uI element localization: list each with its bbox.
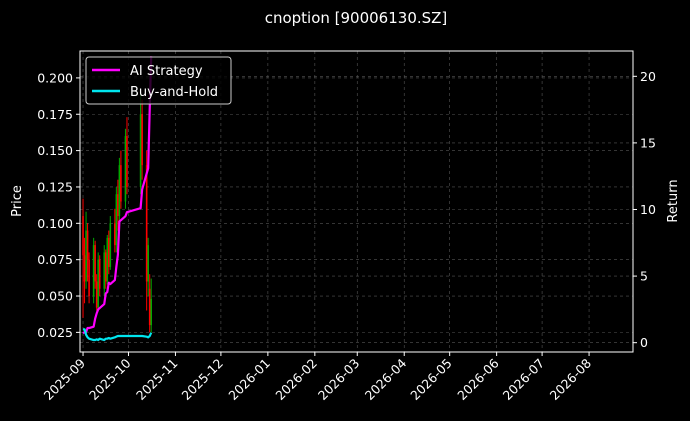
candle-body	[82, 216, 84, 256]
series-line-buy-and-hold	[83, 328, 153, 342]
y-right-tick-label: 20	[640, 69, 656, 84]
candle-body	[109, 223, 112, 267]
series-line-ai-strategy	[82, 56, 153, 335]
candle-body	[103, 252, 106, 289]
legend-label-buy-and-hold: Buy-and-Hold	[130, 85, 218, 100]
candle-body	[86, 230, 89, 260]
candle-body	[98, 259, 101, 289]
candles	[82, 92, 153, 333]
y-left-tick-label: 0.050	[37, 289, 73, 304]
y-left-tick-label: 0.125	[37, 179, 73, 194]
candle-body	[85, 230, 87, 282]
candle-body	[117, 194, 119, 217]
y-left-tick-label: 0.150	[37, 143, 73, 158]
legend-label-ai-strategy: AI Strategy	[130, 64, 203, 79]
candle-body	[104, 252, 107, 282]
candle-body	[92, 245, 95, 297]
candle-body	[83, 255, 86, 282]
candle-body	[114, 223, 116, 246]
y-right-tick-label: 0	[640, 335, 648, 350]
candle-body	[148, 288, 151, 326]
candle-body	[97, 259, 99, 308]
candle-body	[115, 194, 118, 246]
legend-box	[85, 56, 232, 105]
candle-body	[95, 281, 98, 308]
candle-body	[141, 114, 143, 166]
y-right-tick-label: 10	[640, 202, 656, 217]
y-left-tick-label: 0.100	[37, 216, 73, 231]
candle-body	[107, 237, 110, 267]
y-left-tick-label: 0.175	[37, 107, 73, 122]
candle-body	[106, 237, 109, 282]
plot-area-frame	[79, 50, 634, 353]
y-axis-right-label: Return	[666, 179, 681, 222]
candle-body	[126, 136, 128, 187]
y-left-tick-label: 0.200	[37, 70, 73, 85]
chart-title: cnoption [90006130.SZ]	[265, 9, 448, 27]
candle-body	[147, 245, 149, 282]
candle-body	[150, 298, 153, 326]
y-left-tick-label: 0.075	[37, 252, 73, 267]
candle-body	[118, 165, 121, 217]
candle-body	[139, 114, 142, 187]
candle-body	[94, 245, 96, 282]
candle-body	[120, 165, 122, 202]
y-right-tick-label: 5	[640, 269, 648, 284]
legend: AI Strategy Buy-and-Hold	[85, 56, 232, 105]
series-lines	[82, 56, 153, 342]
candle-body	[145, 165, 148, 282]
y-right-tick-label: 15	[640, 135, 656, 150]
y-axis-left-label: Price	[10, 185, 25, 217]
candle-body	[88, 259, 90, 297]
y-left-tick-label: 0.025	[37, 325, 73, 340]
candle-body	[124, 136, 127, 202]
